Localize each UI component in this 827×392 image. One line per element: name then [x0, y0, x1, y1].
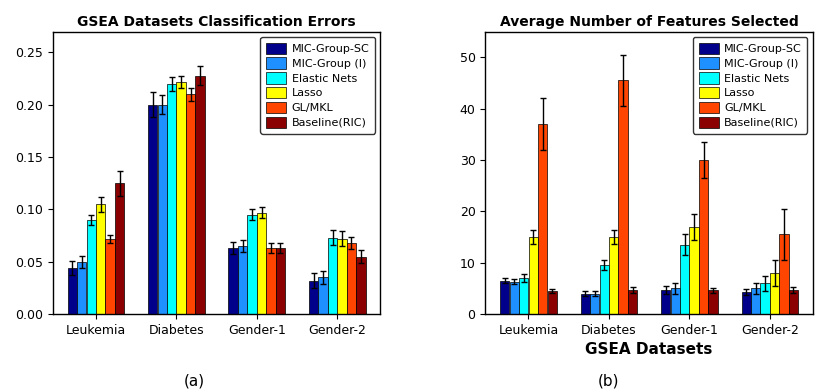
Bar — [87, 220, 96, 314]
Bar — [186, 94, 195, 314]
Bar — [741, 292, 750, 314]
Bar — [157, 105, 166, 314]
Bar — [347, 243, 356, 314]
Bar — [759, 283, 769, 314]
Text: (a): (a) — [184, 373, 205, 388]
Bar — [750, 289, 759, 314]
Bar — [689, 227, 698, 314]
Text: (b): (b) — [597, 373, 619, 388]
Bar — [237, 246, 247, 314]
Bar — [509, 282, 519, 314]
Bar — [318, 278, 327, 314]
Bar — [618, 80, 627, 314]
Bar — [275, 248, 284, 314]
Bar — [590, 294, 599, 314]
Bar — [356, 256, 365, 314]
Legend: MIC-Group-SC, MIC-Group (I), Elastic Nets, Lasso, GL/MKL, Baseline(RIC): MIC-Group-SC, MIC-Group (I), Elastic Net… — [261, 37, 375, 134]
Bar — [77, 262, 86, 314]
Bar — [195, 76, 204, 314]
Bar — [337, 239, 347, 314]
Bar — [256, 212, 265, 314]
Bar — [599, 265, 608, 314]
Bar — [528, 237, 538, 314]
Bar — [115, 183, 124, 314]
Legend: MIC-Group-SC, MIC-Group (I), Elastic Nets, Lasso, GL/MKL, Baseline(RIC): MIC-Group-SC, MIC-Group (I), Elastic Net… — [692, 37, 806, 134]
Bar — [68, 268, 77, 314]
Bar — [698, 160, 707, 314]
Bar — [778, 234, 787, 314]
Bar — [308, 281, 318, 314]
Bar — [660, 290, 670, 314]
Bar — [247, 215, 256, 314]
Bar — [176, 82, 185, 314]
Bar — [105, 239, 115, 314]
Bar — [769, 273, 778, 314]
Bar — [167, 84, 176, 314]
Bar — [580, 294, 589, 314]
Bar — [266, 248, 275, 314]
Bar — [547, 291, 556, 314]
Bar — [679, 245, 688, 314]
Bar — [538, 124, 547, 314]
Bar — [327, 238, 337, 314]
Bar — [627, 290, 637, 314]
Bar — [228, 248, 237, 314]
Bar — [500, 281, 509, 314]
Bar — [96, 204, 105, 314]
Bar — [788, 290, 797, 314]
Bar — [670, 289, 679, 314]
Bar — [148, 105, 157, 314]
Bar — [708, 290, 717, 314]
Bar — [519, 278, 528, 314]
Bar — [609, 237, 618, 314]
Title: GSEA Datasets Classification Errors: GSEA Datasets Classification Errors — [77, 15, 356, 29]
X-axis label: GSEA Datasets: GSEA Datasets — [585, 342, 712, 358]
Title: Average Number of Features Selected: Average Number of Features Selected — [500, 15, 797, 29]
